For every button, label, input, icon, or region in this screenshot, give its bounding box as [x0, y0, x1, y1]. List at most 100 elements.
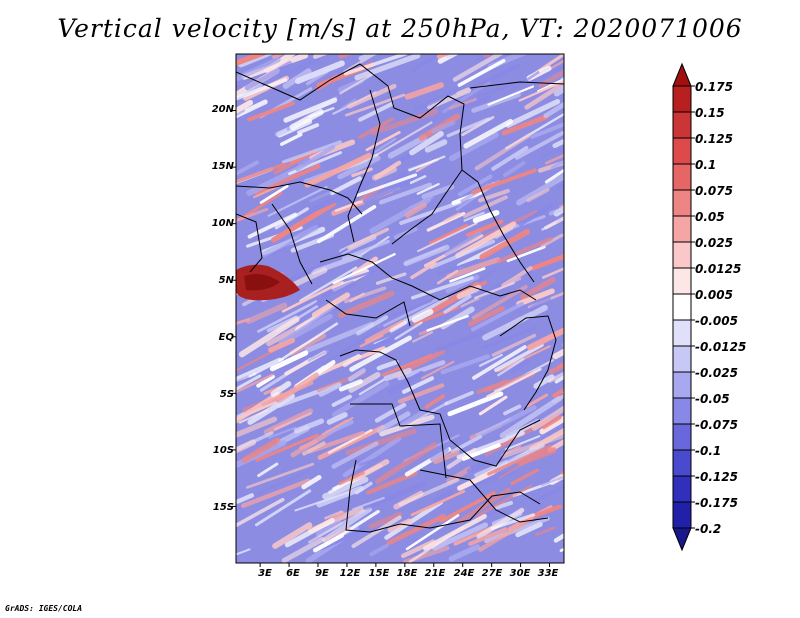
- velocity-streak: [426, 314, 469, 332]
- velocity-streak: [277, 57, 321, 79]
- velocity-streak: [326, 412, 348, 425]
- velocity-streak: [331, 394, 352, 407]
- colorbar-bin: [672, 423, 692, 451]
- velocity-streak: [358, 378, 385, 396]
- colorbar-label: 0.1: [695, 158, 717, 172]
- velocity-streak: [471, 284, 528, 320]
- lon-label: 27E: [481, 568, 503, 579]
- velocity-streak: [560, 76, 564, 82]
- velocity-streak: [272, 54, 286, 59]
- velocity-streak: [516, 173, 564, 206]
- velocity-streak: [332, 253, 396, 285]
- velocity-streak: [432, 450, 460, 465]
- velocity-streak: [548, 206, 564, 216]
- velocity-streak: [343, 54, 408, 76]
- colorbar-label: 0.05: [695, 210, 725, 224]
- velocity-streak: [374, 137, 397, 153]
- velocity-streak: [448, 132, 499, 162]
- velocity-streak: [491, 333, 537, 357]
- velocity-streak: [466, 219, 504, 238]
- velocity-streak: [478, 516, 534, 552]
- velocity-streak: [552, 387, 564, 398]
- velocity-streak: [491, 510, 523, 527]
- velocity-streak: [533, 374, 555, 389]
- updraft-core: [244, 274, 280, 291]
- velocity-streak: [236, 160, 259, 177]
- velocity-streak: [579, 317, 633, 349]
- velocity-streak: [468, 527, 508, 546]
- velocity-streak: [487, 444, 552, 476]
- velocity-streak: [263, 54, 297, 73]
- velocity-streak: [299, 440, 318, 450]
- velocity-streak: [281, 140, 342, 164]
- velocity-streak: [381, 353, 433, 377]
- velocity-streak: [404, 82, 445, 100]
- velocity-streak: [358, 102, 394, 122]
- velocity-streak: [483, 54, 496, 58]
- velocity-streak: [394, 321, 423, 340]
- velocity-streak: [368, 511, 403, 529]
- lat-label: 10S: [212, 445, 234, 456]
- velocity-streak: [287, 267, 314, 284]
- velocity-streak: [278, 322, 339, 362]
- velocity-streak: [364, 320, 405, 344]
- velocity-streak: [459, 95, 492, 111]
- lat-label: 20N: [211, 104, 234, 115]
- velocity-streak: [410, 489, 466, 517]
- velocity-streak: [518, 203, 554, 227]
- velocity-streak: [247, 212, 298, 239]
- lat-label: 10N: [211, 218, 234, 229]
- velocity-streak: [568, 112, 586, 124]
- velocity-streak: [467, 63, 520, 92]
- velocity-streak: [548, 362, 564, 375]
- colorbar-label: -0.075: [695, 418, 738, 432]
- vertical-velocity-field: [236, 54, 633, 563]
- velocity-streak: [535, 526, 556, 536]
- velocity-streak: [528, 296, 552, 312]
- velocity-streak: [538, 69, 564, 88]
- velocity-streak: [449, 267, 486, 283]
- velocity-streak: [574, 159, 613, 185]
- velocity-streak: [403, 244, 450, 267]
- velocity-streak: [476, 379, 509, 394]
- velocity-streak: [411, 308, 434, 323]
- velocity-streak: [577, 361, 613, 379]
- velocity-streak: [547, 438, 564, 453]
- velocity-streak: [472, 345, 527, 380]
- lat-ticks: [232, 110, 236, 507]
- velocity-streak: [581, 247, 618, 260]
- velocity-streak: [421, 184, 455, 200]
- velocity-streak: [236, 493, 255, 504]
- velocity-streak: [245, 302, 288, 325]
- velocity-streak: [378, 182, 432, 205]
- velocity-streak: [412, 89, 457, 112]
- velocity-streak: [486, 368, 542, 398]
- velocity-streak: [386, 513, 446, 546]
- velocity-streak: [544, 216, 564, 230]
- velocity-streak: [254, 163, 321, 196]
- velocity-streak: [505, 98, 561, 128]
- velocity-streak: [337, 290, 395, 319]
- velocity-streak: [437, 259, 479, 276]
- velocity-streak: [284, 517, 335, 548]
- velocity-streak: [462, 195, 508, 218]
- lon-label: 9E: [315, 568, 329, 579]
- velocity-streak: [412, 331, 434, 343]
- velocity-streak: [337, 155, 381, 180]
- lon-label: 33E: [537, 568, 559, 579]
- velocity-streak: [421, 360, 455, 380]
- velocity-streak: [236, 357, 282, 381]
- velocity-streak: [301, 475, 322, 490]
- velocity-streak: [476, 54, 495, 62]
- velocity-streak: [338, 54, 354, 59]
- velocity-streak: [342, 269, 377, 283]
- velocity-streak: [518, 79, 564, 102]
- velocity-streak: [263, 408, 314, 435]
- lon-label: 3E: [258, 568, 272, 579]
- velocity-streak: [351, 515, 402, 549]
- velocity-streak: [404, 202, 427, 218]
- velocity-streak: [497, 345, 551, 372]
- velocity-streak: [572, 402, 588, 408]
- velocity-streak: [501, 114, 549, 136]
- velocity-streak: [446, 447, 477, 470]
